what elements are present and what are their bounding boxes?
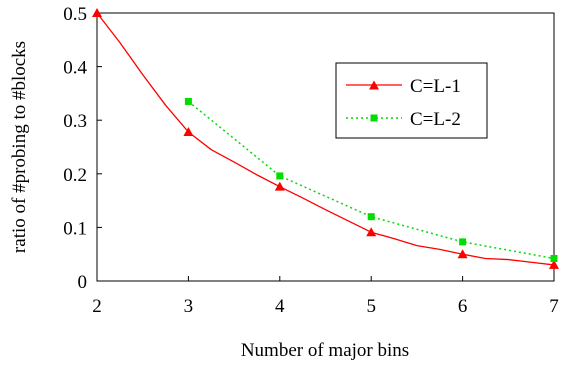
x-tick-label: 6 [458, 296, 468, 317]
y-tick-label: 0.2 [63, 165, 87, 186]
legend-marker-c-l-1 [369, 80, 379, 90]
y-tick-label: 0.4 [63, 58, 87, 79]
y-axis-title: ratio of #probing to #blocks [9, 41, 30, 253]
x-tick-label: 7 [549, 296, 559, 317]
legend-box [335, 62, 488, 139]
data-point-square [276, 172, 284, 180]
y-tick-label: 0.3 [63, 111, 87, 132]
data-point-triangle [366, 227, 377, 237]
legend-label-c-l-1: C=L-1 [410, 76, 461, 97]
x-tick-label: 4 [275, 296, 285, 317]
series-markers [92, 8, 559, 269]
series-lines [96, 12, 555, 266]
series-line-0 [96, 12, 555, 266]
legend-label-c-l-2: C=L-2 [410, 109, 461, 130]
x-tick-label: 5 [366, 296, 376, 317]
data-point-square [550, 254, 558, 262]
x-tick-label: 2 [92, 296, 102, 317]
y-tick-label: 0 [78, 272, 88, 293]
x-axis-title: Number of major bins [241, 340, 409, 361]
y-axis-ticks: 0 0.1 0.2 0.3 0.4 0.5 [63, 4, 102, 293]
legend-marker-c-l-2 [370, 114, 378, 122]
data-point-triangle [274, 181, 285, 191]
data-point-square [459, 238, 467, 246]
data-point-triangle [183, 126, 194, 136]
plot-area-frame [96, 12, 555, 282]
y-tick-label: 0.1 [63, 218, 87, 239]
data-point-square [367, 213, 375, 221]
legend: C=L-1 C=L-2 [335, 62, 488, 139]
data-point-triangle [549, 259, 559, 269]
data-point-triangle [92, 8, 102, 17]
y-tick-label: 0.5 [63, 4, 87, 25]
x-axis-ticks: 2 3 4 5 6 7 [92, 276, 559, 317]
x-tick-label: 3 [184, 296, 194, 317]
data-point-triangle [457, 249, 468, 259]
data-point-square [184, 97, 192, 105]
